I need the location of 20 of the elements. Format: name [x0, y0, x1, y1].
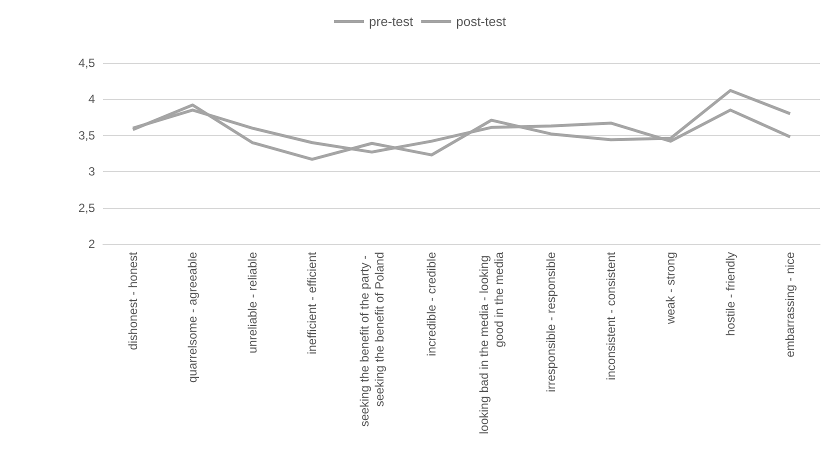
legend-label: post-test — [456, 14, 506, 29]
x-tick-label: inconsistent - consistent — [604, 251, 618, 380]
x-tick-label: incredible - credible — [424, 252, 439, 356]
x-tick-label: dishonest - honest — [126, 251, 140, 350]
x-tick-label: seeking the benefit of the party - seeking the benefit of Poland — [357, 252, 386, 427]
x-tick-label: weak - strong — [664, 252, 678, 326]
x-tick-label: irresponsible - responsible — [544, 252, 558, 392]
y-tick-label: 2,5 — [78, 200, 96, 215]
y-tick-label: 3 — [88, 164, 96, 179]
x-tick-label: quarrelsome - agreeable — [186, 252, 200, 383]
legend-label: pre-test — [369, 14, 414, 29]
y-tick-label: 2 — [88, 237, 96, 251]
y-tick-label: 3,5 — [78, 128, 96, 142]
x-tick-label: looking bad in the media - looking good in the media — [476, 252, 506, 434]
x-tick-label: unreliable - reliable — [245, 252, 260, 354]
x-tick-label: inefficient - efficient — [305, 251, 320, 354]
x-tick-label: hostile - friendly — [723, 252, 738, 336]
x-tick-label: embarrassing - nice — [783, 252, 798, 358]
y-tick-label: 4 — [88, 92, 96, 106]
y-tick-label: 4,5 — [78, 56, 96, 70]
